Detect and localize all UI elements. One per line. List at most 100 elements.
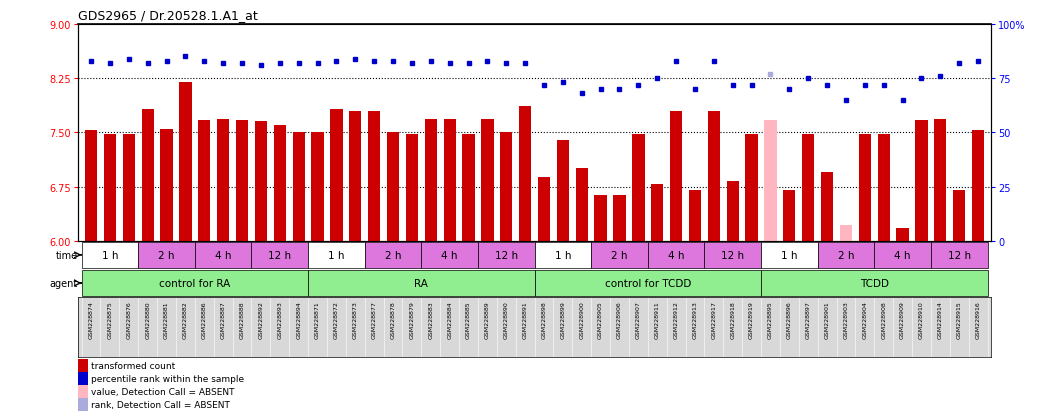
Text: GSM228907: GSM228907: [636, 300, 640, 338]
Bar: [934, 120, 947, 241]
Bar: [931, 242, 987, 268]
Bar: [482, 120, 493, 241]
Text: GSM228883: GSM228883: [429, 300, 433, 338]
Text: GSM228904: GSM228904: [863, 300, 868, 338]
Text: GSM228908: GSM228908: [881, 300, 886, 338]
Text: GSM228913: GSM228913: [692, 300, 698, 338]
Bar: [330, 110, 343, 241]
Bar: [180, 83, 192, 241]
Bar: [897, 228, 908, 241]
Text: GSM228916: GSM228916: [976, 300, 981, 338]
Bar: [406, 134, 418, 241]
Text: GSM228888: GSM228888: [240, 300, 245, 338]
Text: GDS2965 / Dr.20528.1.A1_at: GDS2965 / Dr.20528.1.A1_at: [78, 9, 257, 22]
Text: 2 h: 2 h: [385, 250, 402, 260]
Text: GSM228882: GSM228882: [183, 300, 188, 338]
Text: 2 h: 2 h: [611, 250, 628, 260]
Text: GSM228875: GSM228875: [108, 300, 112, 338]
Bar: [745, 135, 758, 241]
Bar: [595, 196, 607, 241]
Text: GSM228893: GSM228893: [277, 300, 282, 338]
Text: GSM228906: GSM228906: [617, 300, 622, 338]
Text: GSM228886: GSM228886: [201, 300, 207, 338]
Text: GSM228879: GSM228879: [409, 300, 414, 338]
Bar: [761, 271, 987, 296]
Bar: [364, 242, 421, 268]
Bar: [308, 242, 364, 268]
Text: GSM228910: GSM228910: [919, 300, 924, 338]
Text: GSM228918: GSM228918: [731, 300, 735, 338]
Text: GSM228873: GSM228873: [353, 300, 358, 338]
Text: RA: RA: [414, 278, 429, 288]
Text: GSM228891: GSM228891: [523, 300, 527, 338]
Bar: [576, 169, 588, 241]
Text: GSM228900: GSM228900: [579, 300, 584, 338]
Bar: [462, 134, 474, 241]
Bar: [78, 385, 88, 398]
Bar: [368, 112, 380, 241]
Text: 2 h: 2 h: [159, 250, 174, 260]
Text: GSM228885: GSM228885: [466, 300, 471, 338]
Text: GSM228905: GSM228905: [598, 300, 603, 338]
Text: 4 h: 4 h: [667, 250, 684, 260]
Bar: [195, 242, 251, 268]
Bar: [916, 121, 928, 241]
Text: TCDD: TCDD: [859, 278, 889, 288]
Bar: [708, 112, 720, 241]
Text: GSM228896: GSM228896: [787, 300, 792, 338]
Text: GSM228917: GSM228917: [711, 300, 716, 338]
Text: GSM228912: GSM228912: [674, 300, 679, 338]
Text: time: time: [56, 250, 78, 260]
Text: value, Detection Call = ABSENT: value, Detection Call = ABSENT: [91, 387, 235, 396]
Bar: [802, 135, 815, 241]
Bar: [254, 122, 267, 241]
Bar: [858, 135, 871, 241]
Text: 1 h: 1 h: [554, 250, 571, 260]
Text: 1 h: 1 h: [328, 250, 345, 260]
Text: 12 h: 12 h: [948, 250, 971, 260]
Text: 12 h: 12 h: [268, 250, 292, 260]
Bar: [648, 242, 705, 268]
Text: GSM228878: GSM228878: [390, 300, 395, 338]
Text: GSM228894: GSM228894: [296, 300, 301, 338]
Bar: [818, 242, 874, 268]
Text: GSM228895: GSM228895: [768, 300, 773, 338]
Text: GSM228890: GSM228890: [503, 300, 509, 338]
Bar: [651, 185, 663, 241]
Bar: [141, 110, 154, 241]
Text: GSM228892: GSM228892: [258, 300, 264, 338]
Bar: [670, 112, 682, 241]
Bar: [689, 191, 701, 241]
Text: GSM228889: GSM228889: [485, 300, 490, 338]
Bar: [425, 120, 437, 241]
Bar: [953, 191, 965, 241]
Bar: [161, 129, 172, 241]
Text: GSM228911: GSM228911: [655, 300, 660, 338]
Text: 4 h: 4 h: [895, 250, 910, 260]
Bar: [874, 242, 931, 268]
Text: GSM228901: GSM228901: [824, 300, 829, 338]
Bar: [78, 373, 88, 385]
Bar: [311, 133, 324, 241]
Text: control for TCDD: control for TCDD: [604, 278, 691, 288]
Text: GSM228915: GSM228915: [957, 300, 961, 338]
Bar: [387, 133, 400, 241]
Bar: [308, 271, 535, 296]
Bar: [421, 242, 477, 268]
Text: GSM228877: GSM228877: [372, 300, 377, 338]
Bar: [556, 140, 569, 241]
Bar: [538, 178, 550, 241]
Bar: [477, 242, 535, 268]
Bar: [85, 131, 98, 241]
Bar: [138, 242, 195, 268]
Bar: [349, 112, 361, 241]
Text: 4 h: 4 h: [441, 250, 458, 260]
Bar: [613, 196, 626, 241]
Bar: [236, 121, 248, 241]
Bar: [82, 242, 138, 268]
Bar: [535, 271, 761, 296]
Bar: [972, 131, 984, 241]
Bar: [761, 242, 818, 268]
Bar: [443, 120, 456, 241]
Text: 1 h: 1 h: [102, 250, 118, 260]
